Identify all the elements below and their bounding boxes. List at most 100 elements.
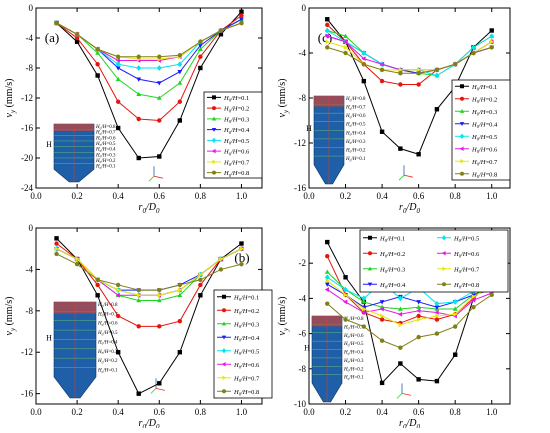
data-point-s1	[379, 380, 385, 386]
inset-level-label-h: H	[343, 367, 348, 372]
legend-label-val: =0.1	[237, 95, 249, 102]
x-axis-label: r0/D0	[399, 202, 420, 215]
x-tick-label: 0.8	[195, 191, 207, 201]
data-point-s8	[177, 53, 183, 58]
data-point-s8	[218, 28, 224, 33]
data-point-s2	[54, 241, 59, 246]
x-tick-label: 1.0	[486, 407, 498, 417]
data-point-s2	[74, 35, 80, 41]
panel-a: 0.0 0.2 0.4 0.6 0.8 1.0-24-20-16-12-8-40r0/D0…	[4, 3, 263, 215]
y-tick-label: -12	[294, 138, 306, 148]
data-point-s1	[398, 361, 403, 366]
legend-label-val: =0.1	[393, 235, 405, 242]
series-line-7	[56, 248, 242, 296]
legend-label-h: H	[233, 335, 239, 342]
inset-level-label-slash: /H	[102, 340, 108, 345]
legend-label-slash: /H	[230, 149, 238, 156]
legend-label: H0/H=0.6	[223, 149, 250, 157]
data-point-s4	[416, 300, 422, 305]
inset-level-label-slash: /H	[102, 369, 108, 374]
inset-level-label-h: H	[345, 123, 350, 128]
data-point-s7	[343, 292, 349, 298]
inset-level-label-sub: 0	[348, 360, 350, 364]
inset-level-label-h: H	[343, 359, 348, 364]
data-point-s1	[398, 146, 403, 151]
legend-label-val: =0.3	[237, 116, 249, 123]
data-point-s1	[95, 293, 100, 298]
inset-level-label-val: =0.6	[108, 322, 118, 327]
inset-level-label-val: =0.6	[356, 114, 366, 119]
inset-level-label-sub: 0	[348, 369, 350, 373]
legend-label-sub: 0	[459, 238, 462, 243]
legend-label-h: H	[223, 149, 229, 156]
data-point-s6	[416, 308, 421, 314]
triad-x	[403, 174, 414, 178]
inset-level-label-sub: 0	[100, 132, 102, 136]
y-tick-label: -12	[21, 93, 33, 103]
legend-label-val: =0.6	[467, 251, 480, 258]
legend-label: H0/H=0.1	[233, 294, 259, 302]
inset-level-label-val: =0.2	[106, 159, 116, 164]
inset-level-label-h: H	[95, 131, 100, 136]
legend-label-val: =0.8	[247, 389, 259, 396]
data-point-s3	[416, 304, 422, 309]
inset-level-label-sub: 0	[348, 352, 350, 356]
inset-top-band	[54, 124, 94, 131]
data-point-s8	[434, 67, 440, 73]
legend-marker	[459, 146, 464, 151]
data-point-s8	[157, 54, 162, 59]
data-point-s8	[416, 334, 421, 340]
inset-level-label-val: =0.4	[106, 148, 116, 153]
inset-level-label-slash: /H	[100, 136, 106, 141]
data-point-s1	[343, 275, 348, 280]
legend-label-slash: /H	[230, 127, 238, 134]
inset-level-label-val: =0.5	[106, 142, 116, 147]
triad-y	[148, 175, 155, 182]
data-point-s5	[489, 33, 495, 39]
y-label-unit: (mm/s)	[277, 297, 288, 328]
data-point-s8	[198, 277, 203, 282]
legend-label-sub: 0	[477, 111, 480, 116]
x-tick-label: 0.6	[413, 191, 425, 201]
data-point-s2	[136, 324, 141, 329]
data-point-s3	[177, 80, 183, 85]
legend-label-sub: 0	[229, 130, 232, 135]
legend-label-slash: /H	[240, 294, 248, 301]
legend-label: H0/H=0.2	[471, 96, 497, 104]
y-axis-label: vy (mm/s)	[4, 297, 17, 336]
x-tick-label: 0.2	[340, 191, 351, 201]
data-point-s8	[239, 262, 244, 267]
legend-marker	[441, 251, 446, 256]
data-point-s1	[115, 350, 121, 355]
x-tick-label: 0.6	[154, 407, 166, 417]
inset-level-label-slash: /H	[348, 367, 354, 372]
legend-label-slash: /H	[386, 235, 394, 242]
legend-label-h: H	[471, 146, 477, 153]
x-label-sub: 0	[403, 207, 407, 215]
legend-marker	[459, 122, 465, 127]
legend-box	[213, 289, 273, 399]
inset-level-label-h: H	[95, 165, 100, 170]
inset-level-label: H0/H=0.5	[95, 142, 116, 147]
inset-level-label-sub: 0	[348, 335, 350, 339]
x-axis-label: r0/D0	[399, 418, 420, 428]
data-point-s5	[324, 274, 330, 281]
data-point-s6	[343, 39, 348, 45]
legend-label-h: H	[453, 251, 459, 258]
data-point-s1	[54, 236, 59, 241]
inset-level-label: H0/H=0.3	[343, 359, 364, 364]
series-line-8	[327, 46, 492, 74]
x-tick-label: 0.2	[340, 407, 351, 417]
inset-level-label-val: =0.7	[108, 312, 118, 317]
inset-level-label-sub: 0	[350, 133, 352, 137]
inset-level-label-val: =0.5	[356, 123, 366, 128]
data-point-s7	[471, 294, 476, 300]
data-point-s1	[136, 391, 141, 396]
legend-marker	[368, 235, 372, 240]
data-point-s8	[136, 287, 141, 293]
data-point-s3	[361, 299, 367, 304]
inset-level-label: H0/H=0.2	[345, 148, 366, 153]
inset-mesh: HH0/H=0.8H0/H=0.7H0/H=0.6H0/H=0.5H0/H=0.…	[46, 301, 166, 399]
legend-marker	[212, 95, 216, 100]
